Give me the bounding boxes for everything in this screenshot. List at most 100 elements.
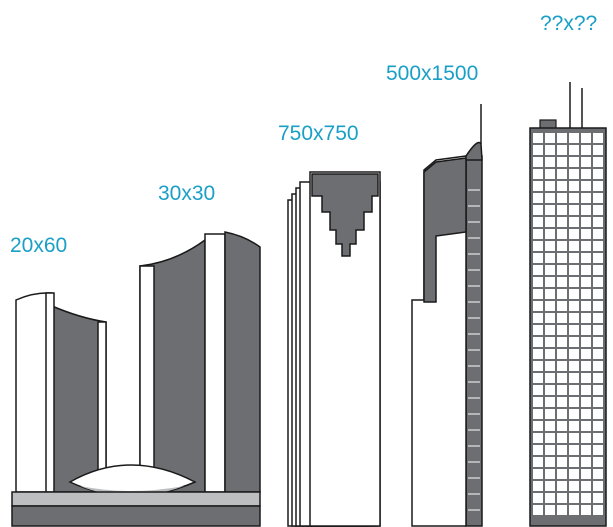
grid-tower-window [569, 265, 579, 275]
grid-tower-window [545, 361, 555, 371]
grid-tower-window [581, 337, 591, 347]
grid-tower-window [545, 421, 555, 431]
grid-tower-window [593, 133, 603, 143]
grid-tower-window [533, 325, 543, 335]
grid-tower-window [593, 397, 603, 407]
grid-tower-window [569, 385, 579, 395]
grid-tower-window [581, 301, 591, 311]
grid-tower-window [593, 301, 603, 311]
grid-tower-window [569, 349, 579, 359]
grid-tower-window [545, 457, 555, 467]
grid-tower-window [545, 349, 555, 359]
grid-tower-window [533, 445, 543, 455]
city-hall-right-strip [139, 265, 155, 493]
slender-tower-building [411, 104, 483, 527]
grid-tower-window [545, 217, 555, 227]
grid-tower-window [569, 325, 579, 335]
grid-tower-window [557, 505, 567, 515]
label-30x30: 30x30 [158, 182, 215, 205]
grid-tower-window [557, 181, 567, 191]
stepped-tower-building [287, 171, 381, 527]
grid-tower-window [581, 217, 591, 227]
grid-tower-window [557, 433, 567, 443]
grid-tower-window [581, 205, 591, 215]
grid-tower-window [557, 157, 567, 167]
grid-tower-window [593, 169, 603, 179]
grid-tower-window [557, 253, 567, 263]
grid-tower-window [533, 481, 543, 491]
grid-tower-window [593, 385, 603, 395]
grid-tower-window [581, 481, 591, 491]
grid-tower-window [593, 289, 603, 299]
grid-tower-window [557, 277, 567, 287]
grid-tower-window [557, 133, 567, 143]
grid-tower-window [593, 217, 603, 227]
grid-tower-window [581, 493, 591, 503]
grid-tower-windows [533, 133, 603, 515]
grid-tower-window [545, 301, 555, 311]
grid-tower-window [581, 133, 591, 143]
grid-tower-window [569, 337, 579, 347]
grid-tower-window [545, 505, 555, 515]
grid-tower-window [533, 145, 543, 155]
grid-tower-window [581, 469, 591, 479]
grid-tower-window [593, 481, 603, 491]
grid-tower-window [557, 325, 567, 335]
grid-tower-window [581, 169, 591, 179]
grid-tower-window [581, 277, 591, 287]
grid-tower-window [569, 373, 579, 383]
grid-tower-window [545, 133, 555, 143]
grid-tower-window [533, 169, 543, 179]
grid-tower-window [533, 433, 543, 443]
grid-tower-window [545, 337, 555, 347]
grid-tower-window [533, 217, 543, 227]
grid-tower-window [569, 469, 579, 479]
grid-tower-window [557, 397, 567, 407]
grid-tower-window [569, 409, 579, 419]
label-unknown: ??x?? [540, 12, 597, 35]
grid-tower-window [545, 157, 555, 167]
grid-tower-window [533, 457, 543, 467]
slender-tower-side-windows [468, 189, 480, 511]
grid-tower-window [557, 229, 567, 239]
grid-tower-window [569, 217, 579, 227]
grid-tower-window [533, 493, 543, 503]
grid-tower-window [545, 277, 555, 287]
grid-tower-window [545, 433, 555, 443]
grid-tower-window [545, 193, 555, 203]
grid-tower-window [545, 253, 555, 263]
grid-tower-window [533, 385, 543, 395]
grid-tower-window [533, 289, 543, 299]
grid-tower-window [545, 385, 555, 395]
grid-tower-window [569, 457, 579, 467]
grid-tower-window [545, 229, 555, 239]
grid-tower-window [557, 301, 567, 311]
grid-tower-window [593, 457, 603, 467]
grid-tower-window [557, 373, 567, 383]
grid-tower-window [545, 265, 555, 275]
grid-tower-window [545, 289, 555, 299]
grid-tower-window [581, 253, 591, 263]
grid-tower-window [593, 229, 603, 239]
grid-tower-window [533, 421, 543, 431]
grid-tower-window [557, 361, 567, 371]
grid-tower-window [593, 265, 603, 275]
grid-tower-window [533, 337, 543, 347]
grid-tower-window [593, 421, 603, 431]
slender-tower-cap [465, 141, 483, 161]
grid-tower-window [545, 493, 555, 503]
grid-tower-window [533, 505, 543, 515]
label-20x60: 20x60 [10, 234, 67, 257]
grid-tower-window [545, 205, 555, 215]
grid-tower-window [557, 193, 567, 203]
grid-tower-window [593, 313, 603, 323]
grid-tower-window [581, 421, 591, 431]
grid-tower-window [569, 277, 579, 287]
grid-tower-window [533, 469, 543, 479]
grid-tower-window [557, 205, 567, 215]
grid-tower-window [557, 145, 567, 155]
grid-tower-window [545, 241, 555, 251]
label-750x750: 750x750 [278, 122, 359, 145]
grid-tower-building [529, 82, 607, 527]
grid-tower-window [569, 145, 579, 155]
